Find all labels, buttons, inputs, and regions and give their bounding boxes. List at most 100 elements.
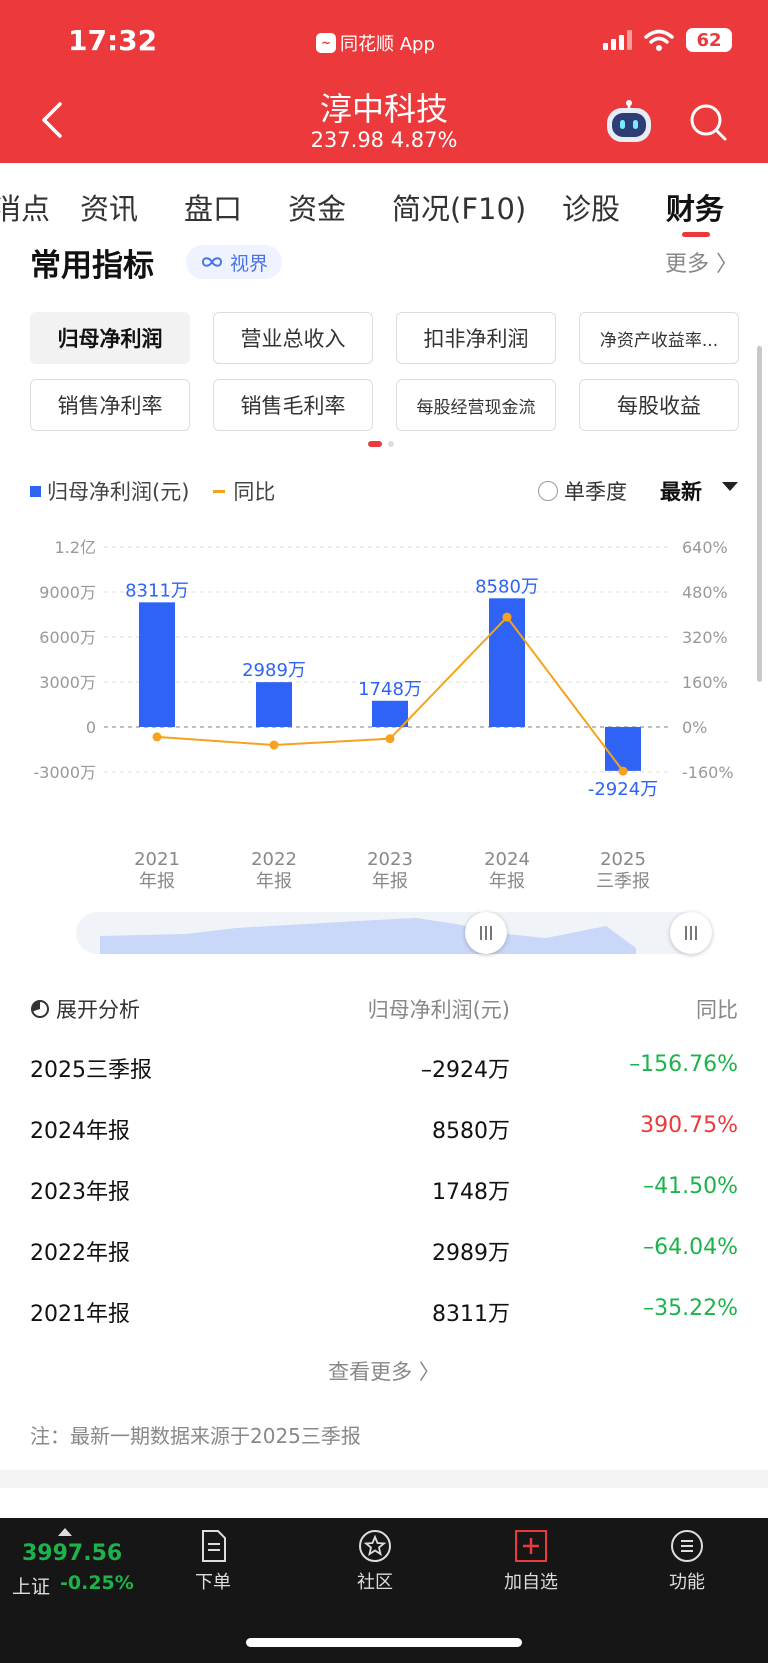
detail-tabs: 消点 资讯 盘口 资金 简况(F10) 诊股 财务 bbox=[0, 180, 768, 230]
tab-hotspot[interactable]: 消点 bbox=[0, 192, 51, 226]
bar-data-label: 8311万 bbox=[125, 580, 189, 601]
row-period: 2025三季报 bbox=[30, 1058, 152, 1083]
yoy-point-2021 bbox=[152, 732, 162, 742]
legend-bar-label: 归母净利润(元) bbox=[47, 480, 190, 504]
x-tick-year: 2025 bbox=[600, 849, 646, 870]
status-time: 17:32 bbox=[68, 24, 158, 57]
tab-active-indicator bbox=[682, 232, 710, 237]
chip-operating-cashflow[interactable]: 每股经营现金流 bbox=[396, 379, 556, 431]
range-overview-area bbox=[100, 918, 636, 954]
row-yoy: 390.75% bbox=[640, 1113, 738, 1138]
table-row[interactable]: 2021年报 8311万 –35.22% bbox=[0, 1296, 768, 1336]
row-value: 1748万 bbox=[432, 1180, 510, 1205]
bar-2021 bbox=[139, 602, 175, 727]
row-yoy: –41.50% bbox=[643, 1174, 738, 1199]
row-period: 2024年报 bbox=[30, 1119, 130, 1144]
tab-news[interactable]: 资讯 bbox=[80, 192, 139, 226]
legend-line-label: 同比 bbox=[233, 480, 276, 504]
tab-f10[interactable]: 简况(F10) bbox=[392, 192, 527, 226]
chip-total-revenue[interactable]: 营业总收入 bbox=[213, 312, 373, 364]
row-value: 2989万 bbox=[432, 1241, 510, 1266]
vision-badge[interactable]: 视界 bbox=[186, 245, 282, 279]
y-tick-label-right: -160% bbox=[682, 763, 734, 782]
x-tick-period: 年报 bbox=[489, 871, 525, 892]
pie-chart-icon bbox=[31, 1000, 49, 1018]
range-slider[interactable] bbox=[76, 912, 712, 954]
x-tick-period: 三季报 bbox=[596, 871, 650, 892]
yoy-point-2022 bbox=[269, 740, 279, 750]
index-expand-icon[interactable] bbox=[58, 1528, 72, 1536]
tab-diagnosis[interactable]: 诊股 bbox=[562, 192, 621, 226]
data-source-note: 注：最新一期数据来源于2025三季报 bbox=[30, 1424, 361, 1448]
y-tick-label-left: 3000万 bbox=[39, 673, 96, 692]
radio-icon bbox=[538, 481, 558, 501]
chip-net-margin[interactable]: 销售净利率 bbox=[30, 379, 190, 431]
y-tick-label-right: 160% bbox=[682, 673, 728, 692]
y-tick-label-left: 1.2亿 bbox=[55, 538, 96, 557]
row-yoy: –156.76% bbox=[629, 1052, 738, 1077]
period-dropdown[interactable]: 最新 bbox=[660, 480, 702, 504]
x-tick-year: 2023 bbox=[367, 849, 413, 870]
page-scrollbar[interactable] bbox=[757, 346, 762, 682]
nav-add-watchlist-label: 加自选 bbox=[504, 1572, 558, 1593]
add-watchlist-icon bbox=[515, 1530, 547, 1562]
index-value[interactable]: 3997.56 bbox=[22, 1541, 123, 1566]
chip-gross-margin[interactable]: 销售毛利率 bbox=[213, 379, 373, 431]
expand-analysis[interactable]: 展开分析 bbox=[30, 994, 140, 1024]
app-header: 17:32 ~ 同花顺 App 62 淳中科技 237.98 4.87% bbox=[0, 0, 768, 163]
x-tick-period: 年报 bbox=[256, 871, 292, 892]
legend-bar-swatch bbox=[30, 485, 41, 497]
section-divider bbox=[0, 1470, 768, 1488]
dropdown-caret-icon[interactable] bbox=[722, 482, 738, 491]
back-arrow-icon[interactable] bbox=[36, 100, 68, 140]
chip-eps[interactable]: 每股收益 bbox=[579, 379, 739, 431]
robot-assistant-icon[interactable] bbox=[604, 100, 654, 144]
section-title: 常用指标 bbox=[30, 248, 154, 284]
single-quarter-toggle[interactable]: 单季度 bbox=[538, 476, 627, 506]
table-row[interactable]: 2024年报 8580万 390.75% bbox=[0, 1113, 768, 1153]
cellular-signal-icon bbox=[603, 30, 632, 50]
row-value: –2924万 bbox=[421, 1058, 510, 1083]
tab-finance[interactable]: 财务 bbox=[666, 192, 725, 226]
net-profit-chart: 1.2亿 9000万 6000万 3000万 0 -3000万 640% 480% 320% 16… bbox=[34, 538, 734, 892]
index-change: -0.25% bbox=[60, 1572, 134, 1594]
row-yoy: –35.22% bbox=[643, 1296, 738, 1321]
y-tick-label-left: 9000万 bbox=[39, 583, 96, 602]
range-handle-left[interactable] bbox=[465, 912, 507, 954]
chip-net-profit[interactable]: 归母净利润 bbox=[30, 312, 190, 364]
x-tick-period: 年报 bbox=[139, 871, 175, 892]
x-tick-year: 2022 bbox=[251, 849, 297, 870]
nav-functions[interactable]: 功能 bbox=[632, 1528, 742, 1594]
tab-funds[interactable]: 资金 bbox=[288, 192, 347, 226]
community-star-icon bbox=[359, 1530, 391, 1562]
chip-deducted-net-profit[interactable]: 扣非净利润 bbox=[396, 312, 556, 364]
row-value: 8580万 bbox=[432, 1119, 510, 1144]
range-handle-right[interactable] bbox=[670, 912, 712, 954]
row-yoy: –64.04% bbox=[643, 1235, 738, 1260]
bar-2025 bbox=[605, 727, 641, 771]
table-row[interactable]: 2022年报 2989万 –64.04% bbox=[0, 1235, 768, 1275]
tab-quote[interactable]: 盘口 bbox=[184, 192, 243, 226]
yoy-point-2023 bbox=[385, 734, 395, 744]
y-tick-label-left: -3000万 bbox=[34, 763, 97, 782]
table-row[interactable]: 2023年报 1748万 –41.50% bbox=[0, 1174, 768, 1214]
nav-community[interactable]: 社区 bbox=[320, 1528, 430, 1594]
nav-order[interactable]: 下单 bbox=[158, 1528, 268, 1594]
table-row[interactable]: 2025三季报 –2924万 –156.76% bbox=[0, 1052, 768, 1092]
y-tick-label-left: 6000万 bbox=[39, 628, 96, 647]
more-link[interactable]: 更多 〉 bbox=[665, 252, 738, 277]
app-logo-icon: ~ bbox=[316, 33, 336, 53]
row-period: 2022年报 bbox=[30, 1241, 130, 1266]
chip-roe[interactable]: 净资产收益率... bbox=[579, 312, 739, 364]
bar-data-label: 1748万 bbox=[358, 679, 422, 700]
y-tick-label-left: 0 bbox=[86, 718, 96, 737]
expand-analysis-label: 展开分析 bbox=[56, 998, 140, 1022]
order-doc-icon bbox=[202, 1530, 226, 1562]
y-tick-label-right: 640% bbox=[682, 538, 728, 557]
home-indicator[interactable] bbox=[246, 1638, 522, 1647]
nav-add-watchlist[interactable]: 加自选 bbox=[476, 1528, 586, 1594]
search-icon[interactable] bbox=[688, 102, 728, 142]
status-app-label: ~ 同花顺 App bbox=[316, 30, 435, 56]
row-period: 2023年报 bbox=[30, 1180, 130, 1205]
see-more-link[interactable]: 查看更多 〉 bbox=[328, 1360, 440, 1384]
